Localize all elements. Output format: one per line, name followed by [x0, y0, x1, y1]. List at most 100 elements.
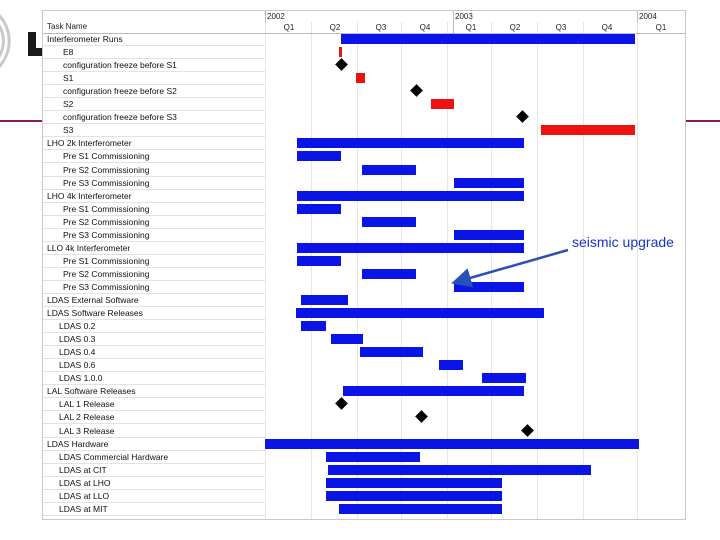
task-row-label: LDAS at CIT	[59, 464, 107, 475]
gantt-bar	[341, 34, 635, 44]
quarter-divider	[583, 22, 584, 519]
row-divider	[43, 71, 265, 73]
task-row-label: configuration freeze before S1	[63, 60, 177, 71]
quarter-divider	[491, 22, 492, 519]
task-row-label: LDAS External Software	[47, 295, 139, 305]
row-divider	[43, 45, 265, 46]
row-divider	[43, 475, 265, 477]
quarter-label: Q3	[375, 23, 387, 32]
row-divider	[43, 488, 265, 490]
task-row-label: Pre S2 Commissioning	[63, 268, 150, 279]
quarter-divider	[357, 22, 358, 519]
gantt-bar	[339, 503, 502, 514]
task-row-label: Pre S1 Commissioning	[63, 255, 150, 266]
gantt-bar	[362, 268, 416, 279]
task-row-label: LDAS Hardware	[47, 438, 109, 449]
gantt-bar	[331, 334, 363, 345]
gantt-bar	[301, 295, 348, 305]
quarter-label: Q2	[509, 23, 521, 32]
task-row-label: LDAS at MIT	[59, 503, 108, 514]
task-row-label: LDAS 1.0.0	[59, 373, 103, 384]
task-row-label: LDAS 0.4	[59, 347, 96, 358]
row-divider	[43, 253, 265, 255]
row-divider	[43, 358, 265, 360]
task-row-label: Pre S1 Commissioning	[63, 151, 150, 162]
task-row-label: LDAS at LHO	[59, 477, 111, 488]
row-divider	[43, 319, 265, 321]
task-row-label: LHO 2k Interferometer	[47, 138, 132, 149]
row-divider	[43, 188, 265, 190]
row-divider	[43, 240, 265, 242]
gantt-bar	[297, 242, 524, 253]
gantt-bar	[297, 138, 524, 149]
quarter-label: Q4	[601, 23, 613, 32]
quarter-divider	[637, 22, 638, 519]
row-divider	[43, 279, 265, 281]
gantt-bar	[362, 216, 416, 227]
task-row-label: LLO 4k Interferometer	[47, 242, 131, 253]
gantt-bar	[439, 360, 463, 371]
row-divider	[43, 123, 265, 125]
quarter-divider	[265, 22, 266, 519]
task-name-header: Task Name	[47, 22, 88, 31]
task-row-label: LDAS Software Releases	[47, 308, 143, 319]
gantt-bar	[328, 464, 591, 475]
row-divider	[43, 384, 265, 386]
row-divider	[43, 84, 265, 86]
gantt-bar-highlight	[541, 125, 635, 136]
task-row-label: LAL 3 Release	[59, 425, 115, 436]
row-divider	[43, 97, 265, 99]
row-divider	[43, 397, 265, 399]
year-divider	[453, 11, 454, 33]
gantt-bar	[265, 438, 639, 449]
row-divider	[43, 436, 265, 438]
task-row-label: LHO 4k Interferometer	[47, 190, 132, 201]
task-row-label: LAL Software Releases	[47, 386, 136, 397]
gantt-bar	[297, 255, 341, 266]
gantt-bar	[454, 281, 524, 292]
gantt-bar	[343, 386, 524, 397]
gantt-bar	[326, 490, 502, 501]
quarter-label: Q1	[465, 23, 477, 32]
quarter-divider	[311, 22, 312, 519]
row-divider	[43, 149, 265, 151]
task-row-label: LDAS 0.6	[59, 360, 96, 371]
task-row-label: S3	[63, 125, 74, 136]
row-divider	[43, 462, 265, 464]
quarter-divider	[537, 22, 538, 519]
task-row-label: LDAS at LLO	[59, 490, 110, 501]
gantt-bar-highlight	[339, 47, 342, 58]
task-row-label: LDAS 0.2	[59, 321, 96, 332]
row-divider	[43, 58, 265, 60]
row-divider	[43, 266, 265, 268]
gantt-bar	[297, 203, 341, 214]
task-row-label: Pre S3 Commissioning	[63, 229, 150, 240]
row-divider	[43, 162, 265, 164]
year-label: 2003	[455, 12, 473, 21]
gantt-bar	[362, 164, 416, 175]
task-row-label: LDAS Commercial Hardware	[59, 451, 169, 462]
quarter-label: Q1	[655, 23, 667, 32]
gantt-bar	[326, 477, 502, 488]
task-row-label: E8	[63, 47, 74, 58]
row-divider	[43, 227, 265, 229]
gantt-bar	[326, 451, 420, 462]
task-row-label: Pre S2 Commissioning	[63, 164, 150, 175]
year-label: 2004	[639, 12, 657, 21]
row-divider	[43, 306, 265, 307]
task-row-label: LAL 2 Release	[59, 412, 115, 423]
gantt-chart: Task Name 2002 2003 2004 Q1 Q2 Q3 Q4 Q1 Q2 Q3 Q4 Q1…	[42, 10, 686, 520]
quarter-divider	[447, 22, 448, 519]
quarter-label: Q3	[555, 23, 567, 32]
task-row-label: Pre S2 Commissioning	[63, 216, 150, 227]
task-row-label: Pre S3 Commissioning	[63, 177, 150, 188]
gantt-bar	[297, 151, 341, 162]
gantt-bar	[296, 308, 544, 319]
quarter-label: Q4	[419, 23, 431, 32]
row-divider	[43, 110, 265, 112]
gantt-bar	[454, 229, 524, 240]
row-divider	[43, 345, 265, 347]
task-row-label: LAL 1 Release	[59, 399, 115, 410]
task-row-label: S2	[63, 99, 74, 110]
